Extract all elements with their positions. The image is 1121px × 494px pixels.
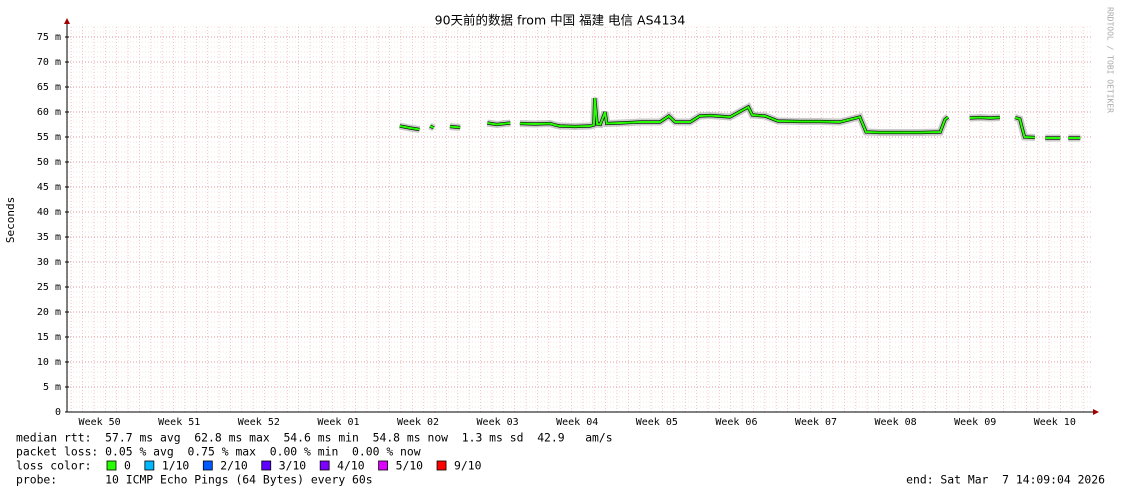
y-tick-label: 20 m	[37, 307, 61, 318]
probe: probe: 10 ICMP Echo Pings (64 Bytes) eve…	[16, 473, 373, 487]
loss-swatch	[436, 460, 447, 471]
loss-swatch	[319, 460, 330, 471]
y-axis-label: Seconds	[4, 197, 17, 243]
loss-legend-label: 2/10	[220, 459, 248, 473]
stats-loss: packet loss: 0.05 % avg 0.75 % max 0.00 …	[16, 445, 421, 459]
y-tick-label: 35 m	[37, 232, 61, 243]
loss-swatch	[378, 460, 389, 471]
loss-legend-label: 1/10	[162, 459, 190, 473]
watermark: RRDTOOL / TOBI OETIKER	[1106, 7, 1115, 113]
x-tick-label: Week 05	[636, 417, 678, 428]
loss-swatch	[144, 460, 155, 471]
y-tick-label: 30 m	[37, 257, 61, 268]
y-tick-label: 25 m	[37, 282, 61, 293]
end-time: end: Sat Mar 7 14:09:04 2026	[906, 473, 1105, 487]
y-tick-label: 15 m	[37, 332, 61, 343]
loss-swatch	[261, 460, 272, 471]
x-tick-label: Week 03	[477, 417, 519, 428]
x-tick-label: Week 07	[795, 417, 837, 428]
y-tick-label: 10 m	[37, 357, 61, 368]
loss-legend-label: 9/10	[454, 459, 482, 473]
x-tick-label: Week 09	[954, 417, 996, 428]
loss-legend-label: 0	[124, 459, 131, 473]
loss-swatch	[106, 460, 117, 471]
stats-rtt: median rtt: 57.7 ms avg 62.8 ms max 54.6…	[16, 431, 613, 445]
x-tick-label: Week 08	[875, 417, 917, 428]
y-tick-label: 40 m	[37, 207, 61, 218]
chart-title: 90天前的数据 from 中国 福建 电信 AS4134	[435, 13, 686, 28]
loss-legend-label: 4/10	[337, 459, 365, 473]
x-tick-label: Week 52	[238, 417, 280, 428]
y-tick-label: 0	[55, 407, 61, 418]
loss-label: loss color:	[16, 459, 91, 473]
y-tick-label: 75 m	[37, 32, 61, 43]
x-axis-arrow	[1093, 409, 1099, 415]
y-tick-label: 5 m	[43, 382, 61, 393]
y-tick-label: 45 m	[37, 182, 61, 193]
loss-legend-label: 3/10	[279, 459, 307, 473]
y-tick-label: 55 m	[37, 132, 61, 143]
x-tick-label: Week 50	[79, 417, 121, 428]
y-tick-label: 60 m	[37, 107, 61, 118]
y-tick-label: 50 m	[37, 157, 61, 168]
x-tick-label: Week 02	[397, 417, 439, 428]
x-tick-label: Week 06	[715, 417, 757, 428]
x-tick-label: Week 01	[317, 417, 359, 428]
loss-swatch	[202, 460, 213, 471]
x-tick-label: Week 04	[556, 417, 598, 428]
rtt-line	[399, 97, 1081, 139]
y-tick-label: 70 m	[37, 57, 61, 68]
x-tick-label: Week 10	[1034, 417, 1076, 428]
y-axis-arrow	[64, 18, 70, 24]
y-tick-label: 65 m	[37, 82, 61, 93]
loss-legend-label: 5/10	[396, 459, 424, 473]
x-tick-label: Week 51	[158, 417, 200, 428]
